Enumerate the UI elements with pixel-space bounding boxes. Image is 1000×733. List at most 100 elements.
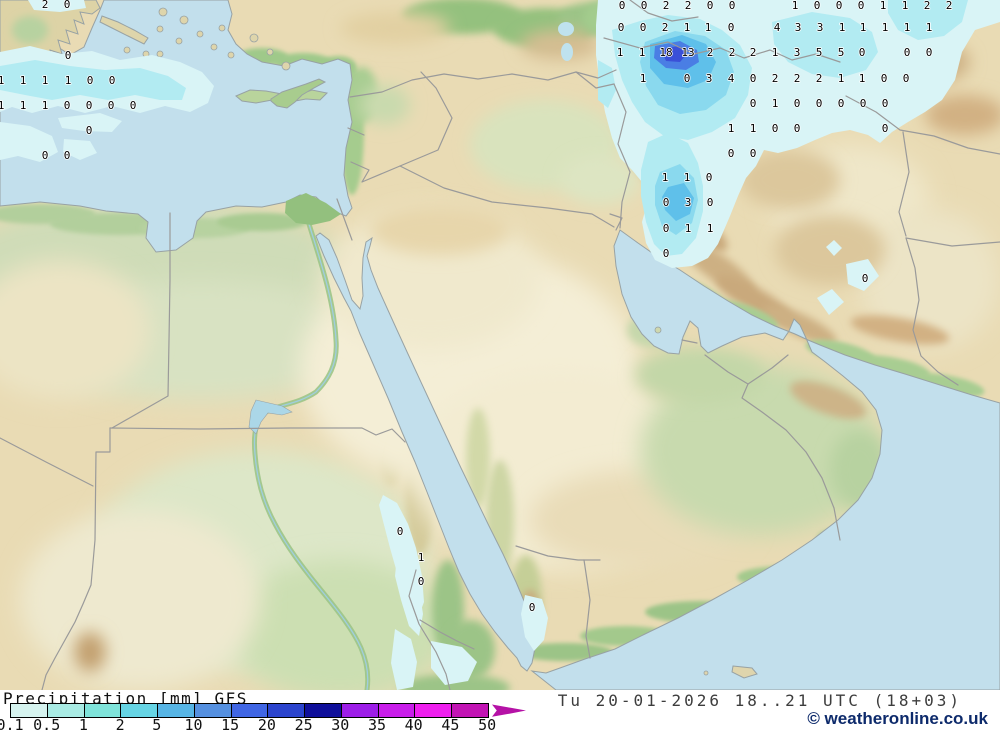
- precip-value: 0: [65, 49, 72, 62]
- precip-value: 4: [774, 21, 781, 34]
- precip-values: 2 0 0 1 1 1 1 0 0 1 1 1 0 0 0 0 0 0 0 0 0 2 2 0 0 1 0 0 0 1 1 2 2 0 0 2 1 1 0 4…: [0, 0, 953, 615]
- precip-value: 1: [662, 171, 669, 184]
- copyright: © weatheronline.co.uk: [807, 709, 988, 728]
- border-iraq-saudi: [399, 165, 615, 228]
- precip-value: 0: [529, 601, 536, 614]
- legend-cell: [11, 704, 47, 717]
- precip-value: 0: [619, 0, 626, 12]
- precip-value: 1: [640, 72, 647, 85]
- border-turkey-syria: [349, 69, 617, 98]
- precip-value: 0: [618, 21, 625, 34]
- precip-value: 1: [684, 171, 691, 184]
- precip-value: 2: [685, 0, 692, 12]
- border-turkey-iraq: [575, 71, 615, 89]
- legend-cell: [120, 704, 158, 717]
- precip-value: 2: [750, 46, 757, 59]
- precip-value: 3: [795, 21, 802, 34]
- legend-cell: [46, 704, 84, 717]
- precip-value: 5: [816, 46, 823, 59]
- small-island: [703, 670, 709, 676]
- precip-level6: [661, 46, 687, 62]
- precip-value: 0: [641, 0, 648, 12]
- precip-value: 0: [706, 171, 713, 184]
- lake-urmia: [561, 43, 573, 61]
- precip-value: 1: [65, 74, 72, 87]
- precip-value: 0: [684, 72, 691, 85]
- precip-value: 1: [20, 74, 27, 87]
- precip-value: 3: [794, 46, 801, 59]
- precip-value: 0: [108, 99, 115, 112]
- precip-value: 0: [903, 72, 910, 85]
- precip-value: 2: [707, 46, 714, 59]
- precip-value: 1: [926, 21, 933, 34]
- precip-value: 0: [860, 97, 867, 110]
- precip-value: 0: [859, 46, 866, 59]
- legend-tick-label: 10: [184, 716, 203, 733]
- precip-value: 1: [0, 99, 4, 112]
- precip-value: 0: [904, 46, 911, 59]
- precip-value: 0: [794, 97, 801, 110]
- border-kuwait: [609, 213, 623, 231]
- red-sea: [315, 232, 537, 672]
- legend-tick-label: 2: [115, 716, 125, 733]
- precip-value: 1: [902, 0, 909, 12]
- border-yemen-saudi: [515, 545, 601, 561]
- precip-value: 1: [728, 122, 735, 135]
- precip-value: 2: [772, 72, 779, 85]
- precip-value: 0: [750, 72, 757, 85]
- cyprus-island: [270, 78, 327, 109]
- precip-value: 1: [684, 21, 691, 34]
- precip-value: 0: [838, 97, 845, 110]
- legend-cell: [304, 704, 341, 717]
- border-libya-chad: [0, 437, 94, 487]
- precip-value: 0: [814, 0, 821, 12]
- country-borders: [0, 0, 1000, 690]
- precip-value: 0: [836, 0, 843, 12]
- precip-value: 1: [904, 21, 911, 34]
- precip-value: 0: [862, 272, 869, 285]
- precip-value: 0: [750, 147, 757, 160]
- legend-tick-label: 45: [441, 716, 460, 733]
- socotra-island: [731, 665, 758, 679]
- precip-value: 5: [838, 46, 845, 59]
- precip-value: 1: [639, 46, 646, 59]
- precipitation-overlay: [0, 0, 1000, 690]
- border-iran-afghanistan: [898, 131, 910, 237]
- border-iran-pakistan: [905, 237, 959, 386]
- border-iran-turkmenistan: [845, 95, 1000, 155]
- precip-value: 18: [659, 46, 672, 59]
- precip-value: 1: [750, 122, 757, 135]
- precip-value: 0: [882, 122, 889, 135]
- nile-delta: [285, 193, 341, 225]
- nile-river: [253, 223, 369, 690]
- precip-value: 13: [681, 46, 694, 59]
- precip-value: 0: [750, 97, 757, 110]
- persian-gulf-arabian-sea: [530, 229, 1000, 690]
- precip-value: 1: [42, 99, 49, 112]
- precip-value: 0: [64, 0, 71, 11]
- legend-tick-label: 0.1: [0, 716, 24, 733]
- legend-tick-label: 20: [257, 716, 276, 733]
- legend-tick-label: 15: [221, 716, 240, 733]
- border-saudi-uae-oman: [704, 354, 841, 541]
- precip-value: 1: [859, 72, 866, 85]
- legend-tick-label: 50: [478, 716, 497, 733]
- precip-value: 0: [881, 72, 888, 85]
- precip-value: 2: [662, 21, 669, 34]
- precip-value: 1: [705, 21, 712, 34]
- precip-value: 0: [707, 0, 714, 12]
- precip-value: 1: [838, 72, 845, 85]
- legend-cell: [377, 704, 415, 717]
- legend-labels: 0.1 0.5 1 2 5 10 15 20 25 30 35 40 45 50: [0, 716, 520, 733]
- precip-value: 0: [42, 149, 49, 162]
- legend-tick-label: 5: [152, 716, 162, 733]
- map-area: 2 0 0 1 1 1 1 0 0 1 1 1 0 0 0 0 0 0 0 0 0 2 2 0 0 1 0 0 0 1 1 2 2 0 0 2 1 1 0 4…: [0, 0, 1000, 690]
- precip-value: 0: [87, 74, 94, 87]
- border-sudan-eritrea: [408, 569, 451, 690]
- precip-value: 0: [64, 99, 71, 112]
- precip-value: 0: [882, 97, 889, 110]
- border-yemen-oman: [583, 559, 591, 659]
- precip-value: 0: [772, 122, 779, 135]
- precip-value: 0: [816, 97, 823, 110]
- precip-value: 1: [418, 551, 425, 564]
